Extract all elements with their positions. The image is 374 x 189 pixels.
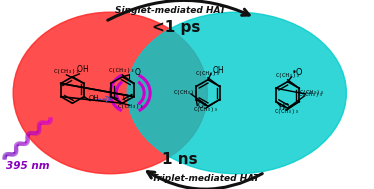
Text: <1 ps: <1 ps [152,20,200,35]
Text: C(CH₃)₃: C(CH₃)₃ [298,92,323,97]
Text: 1 ns: 1 ns [162,153,198,167]
Text: C(CH₃)₃: C(CH₃)₃ [53,69,80,74]
Text: C(CH₃)₃: C(CH₃)₃ [299,90,324,95]
Ellipse shape [13,12,208,174]
Text: C(CH₃)₃: C(CH₃)₃ [109,68,135,73]
Text: C(CH₃)₃: C(CH₃)₃ [118,104,144,109]
Text: O•: O• [197,101,208,110]
Text: C(CH₃)₃: C(CH₃)₃ [194,107,218,112]
Text: Singlet-mediated HAT: Singlet-mediated HAT [115,6,226,15]
Text: OH: OH [213,66,224,75]
Text: H: H [83,65,88,74]
Text: C(CH₃)₃: C(CH₃)₃ [196,71,220,76]
Text: O: O [123,94,128,103]
Text: C(CH₃)₃: C(CH₃)₃ [174,90,198,95]
Text: 395 nm: 395 nm [6,161,49,171]
Text: •O: •O [292,68,303,77]
Text: C(CH₃)₃: C(CH₃)₃ [275,109,299,114]
Text: O: O [134,68,140,77]
Text: Triplet-mediated HAT: Triplet-mediated HAT [152,174,260,183]
Text: C(CH₃)₃: C(CH₃)₃ [275,73,300,78]
Text: HO: HO [278,103,289,112]
Text: O: O [76,65,82,74]
Text: OH: OH [89,94,100,101]
Ellipse shape [127,12,346,174]
